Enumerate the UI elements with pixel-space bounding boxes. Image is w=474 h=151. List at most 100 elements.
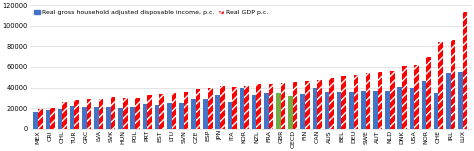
Bar — [172, 93, 176, 129]
Bar — [281, 84, 285, 129]
Bar — [38, 109, 43, 129]
Bar — [135, 98, 140, 129]
Bar — [74, 100, 79, 129]
Bar — [130, 107, 135, 129]
Bar — [179, 103, 183, 129]
Bar — [341, 76, 346, 129]
Bar — [123, 98, 128, 129]
Bar — [317, 80, 322, 129]
Bar — [34, 112, 38, 129]
Bar — [87, 99, 91, 129]
Bar — [390, 71, 394, 129]
Bar — [256, 84, 261, 129]
Bar — [288, 96, 293, 129]
Bar — [111, 97, 116, 129]
Bar — [414, 65, 419, 129]
Bar — [451, 40, 455, 129]
Bar — [365, 73, 370, 129]
Bar — [426, 57, 431, 129]
Bar — [354, 75, 358, 129]
Bar — [402, 66, 407, 129]
Bar — [434, 93, 438, 129]
Bar — [216, 95, 220, 129]
Bar — [276, 93, 281, 129]
Bar — [244, 85, 249, 129]
Bar — [438, 42, 443, 129]
Bar — [58, 109, 62, 129]
Bar — [422, 81, 426, 129]
Bar — [196, 89, 201, 129]
Bar — [301, 94, 305, 129]
Bar — [426, 57, 431, 129]
Bar — [167, 103, 172, 129]
Bar — [183, 92, 188, 129]
Bar — [463, 13, 467, 129]
Bar — [361, 91, 365, 129]
Bar — [155, 105, 159, 129]
Bar — [196, 89, 201, 129]
Bar — [87, 99, 91, 129]
Bar — [402, 66, 407, 129]
Bar — [82, 107, 87, 129]
Bar — [305, 81, 310, 129]
Bar — [354, 75, 358, 129]
Bar — [147, 95, 152, 129]
Bar — [349, 92, 354, 129]
Bar — [74, 100, 79, 129]
Bar — [232, 87, 237, 129]
Bar — [293, 82, 298, 129]
Bar — [390, 71, 394, 129]
Bar — [147, 95, 152, 129]
Bar — [50, 108, 55, 129]
Bar — [220, 85, 225, 129]
Bar — [208, 88, 212, 129]
Bar — [293, 82, 298, 129]
Bar — [325, 92, 329, 129]
Bar — [256, 84, 261, 129]
Bar — [62, 102, 67, 129]
Bar — [341, 76, 346, 129]
Bar — [373, 91, 378, 129]
Bar — [410, 88, 414, 129]
Bar — [46, 110, 50, 129]
Bar — [220, 85, 225, 129]
Bar — [70, 106, 74, 129]
Bar — [458, 72, 463, 129]
Bar — [232, 87, 237, 129]
Bar — [264, 93, 269, 129]
Bar — [378, 72, 383, 129]
Bar — [438, 42, 443, 129]
Bar — [446, 73, 451, 129]
Bar — [143, 104, 147, 129]
Bar — [191, 99, 196, 129]
Bar — [94, 107, 99, 129]
Bar — [159, 94, 164, 129]
Bar — [414, 65, 419, 129]
Bar — [172, 93, 176, 129]
Bar — [111, 97, 116, 129]
Bar — [208, 88, 212, 129]
Bar — [451, 40, 455, 129]
Bar — [337, 92, 341, 129]
Bar — [244, 85, 249, 129]
Legend: Real gross household adjusted disposable income, p.c., Real GDP p.c.: Real gross household adjusted disposable… — [33, 8, 269, 16]
Bar — [118, 108, 123, 129]
Bar — [240, 88, 244, 129]
Bar — [397, 87, 402, 129]
Bar — [365, 73, 370, 129]
Bar — [378, 72, 383, 129]
Bar — [62, 102, 67, 129]
Bar — [312, 88, 317, 129]
Bar — [38, 109, 43, 129]
Bar — [203, 99, 208, 129]
Bar — [281, 84, 285, 129]
Bar — [252, 95, 256, 129]
Bar — [106, 107, 111, 129]
Bar — [329, 78, 334, 129]
Bar — [135, 98, 140, 129]
Bar — [99, 99, 103, 129]
Bar — [183, 92, 188, 129]
Bar — [463, 13, 467, 129]
Bar — [228, 102, 232, 129]
Bar — [159, 94, 164, 129]
